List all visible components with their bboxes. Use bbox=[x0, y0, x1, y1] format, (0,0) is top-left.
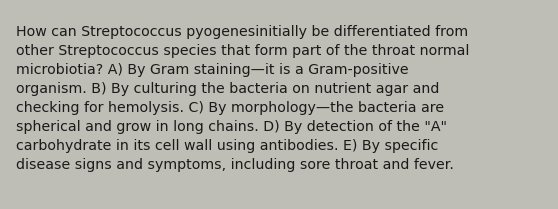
Text: How can Streptococcus pyogenesinitially be differentiated from
other Streptococc: How can Streptococcus pyogenesinitially … bbox=[16, 25, 469, 172]
